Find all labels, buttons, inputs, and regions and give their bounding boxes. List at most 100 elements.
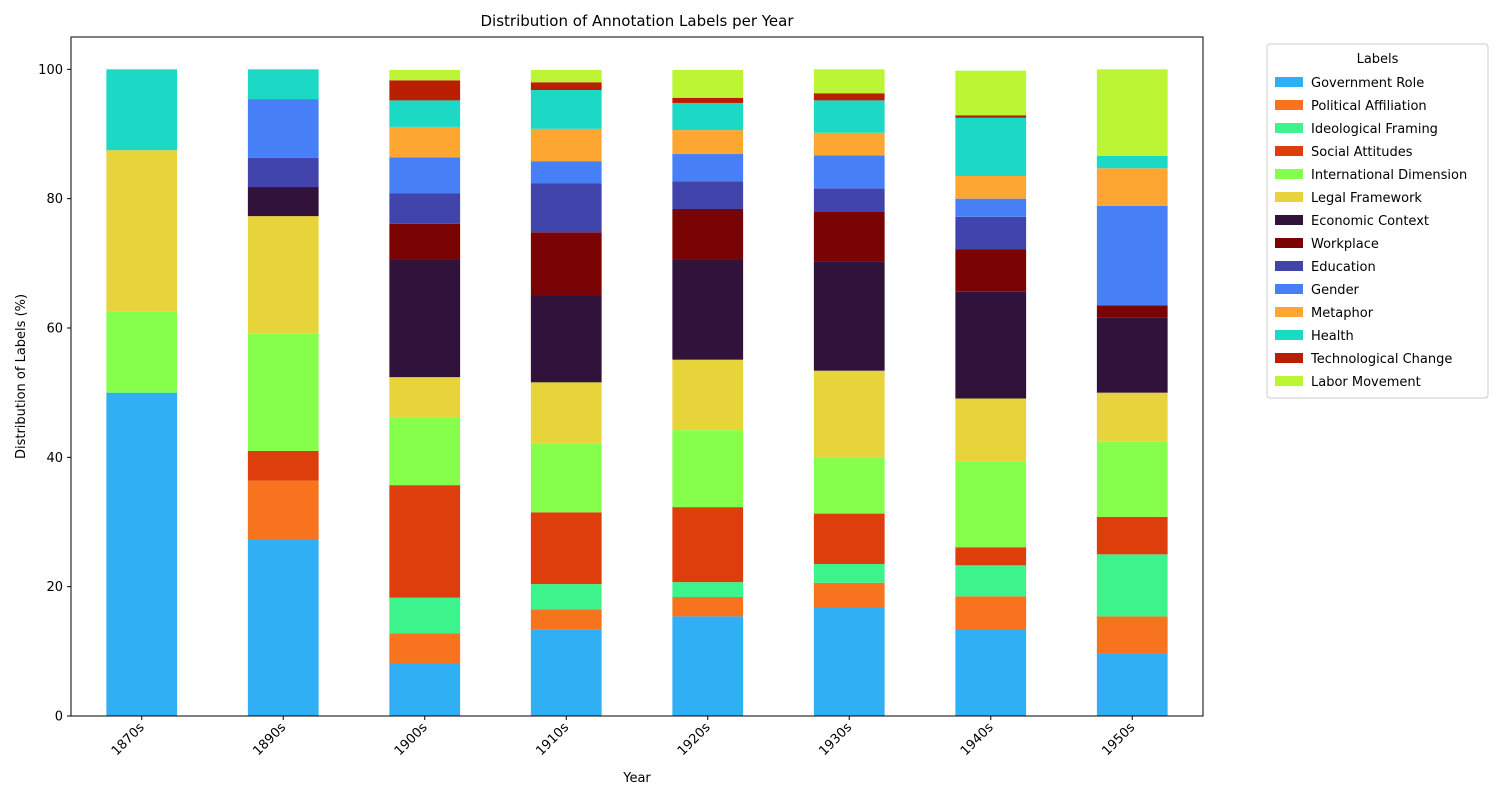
bar-segment bbox=[530, 609, 602, 630]
bar-segment bbox=[1096, 317, 1168, 393]
legend-label: Health bbox=[1311, 329, 1354, 344]
legend-items: Government Role Political Affiliation Ideo… bbox=[1275, 76, 1467, 390]
bar-segment bbox=[955, 461, 1027, 548]
bar-segment bbox=[247, 539, 319, 716]
bar-segment bbox=[672, 181, 744, 210]
bar-segment bbox=[106, 150, 178, 312]
axes-group: 0 20 40 60 80 100 1870s 1890s 1900s 1910s 1920s 193… bbox=[38, 36, 1204, 759]
bar-segment bbox=[813, 155, 885, 189]
bar-segment bbox=[955, 291, 1027, 399]
y-tick-label: 40 bbox=[46, 451, 63, 466]
bar-segment bbox=[247, 333, 319, 451]
plot-frame bbox=[70, 36, 1204, 717]
bar-segment bbox=[389, 485, 461, 598]
legend-label: Metaphor bbox=[1311, 306, 1374, 321]
bar-segment bbox=[530, 69, 602, 83]
legend-title: Labels bbox=[1357, 52, 1399, 67]
bar-segment bbox=[389, 377, 461, 418]
legend-label: Ideological Framing bbox=[1311, 122, 1438, 137]
bar-segment bbox=[1096, 205, 1168, 306]
bar-segment bbox=[530, 295, 602, 383]
y-tick-label: 60 bbox=[46, 322, 63, 337]
bar-segment bbox=[672, 507, 744, 583]
bar-segment bbox=[389, 80, 461, 101]
bar-segment bbox=[672, 259, 744, 360]
bar-segment bbox=[672, 582, 744, 598]
bar-segment bbox=[813, 370, 885, 458]
bar-segment bbox=[955, 547, 1027, 566]
bar-segment bbox=[672, 130, 744, 155]
bar-segment bbox=[530, 443, 602, 513]
legend-swatch bbox=[1275, 376, 1303, 386]
bar-segment bbox=[389, 597, 461, 634]
bar-segment bbox=[1096, 392, 1168, 442]
bar-segment bbox=[530, 128, 602, 162]
bar-segment bbox=[955, 176, 1027, 199]
bar-segment bbox=[106, 69, 178, 151]
bar-segment bbox=[955, 216, 1027, 250]
x-axis-title: Year bbox=[622, 771, 651, 786]
bar-segment bbox=[247, 480, 319, 540]
legend-swatch bbox=[1275, 261, 1303, 271]
legend-label: Economic Context bbox=[1311, 214, 1429, 229]
legend-swatch bbox=[1275, 192, 1303, 202]
bar-segment bbox=[672, 209, 744, 260]
bar-segment bbox=[389, 223, 461, 260]
bar-segment bbox=[955, 398, 1027, 462]
bar-segment bbox=[530, 584, 602, 610]
legend-swatch bbox=[1275, 284, 1303, 294]
x-tick-label: 1930s bbox=[816, 720, 855, 759]
bar-segment bbox=[672, 97, 744, 103]
x-tick-label: 1920s bbox=[675, 720, 714, 759]
bar-segment bbox=[813, 100, 885, 133]
bar-segment bbox=[1096, 441, 1168, 517]
bar-segment bbox=[813, 93, 885, 101]
bar-segment bbox=[389, 417, 461, 486]
x-tick-label: 1910s bbox=[533, 720, 572, 759]
bar-segment bbox=[389, 157, 461, 194]
y-tick-label: 20 bbox=[46, 580, 63, 595]
bar-segment bbox=[672, 616, 744, 716]
legend-label: Education bbox=[1311, 260, 1376, 275]
bar-segment bbox=[813, 261, 885, 371]
legend-swatch bbox=[1275, 215, 1303, 225]
bar-segment bbox=[530, 232, 602, 296]
bar-segment bbox=[672, 154, 744, 182]
bar-segment bbox=[813, 457, 885, 514]
bar-segment bbox=[955, 565, 1027, 597]
bar-segment bbox=[672, 597, 744, 617]
bar-segment bbox=[106, 392, 178, 716]
bar-segment bbox=[247, 69, 319, 100]
legend-label: Social Attitudes bbox=[1311, 145, 1413, 160]
bar-segment bbox=[389, 259, 461, 378]
bar-segment bbox=[530, 161, 602, 184]
bar-segment bbox=[1096, 516, 1168, 555]
bar-segment bbox=[247, 99, 319, 158]
bar-segment bbox=[955, 629, 1027, 716]
bar-segment bbox=[530, 82, 602, 91]
bar-segment bbox=[247, 157, 319, 188]
legend: Labels Government Role Political Affiliat… bbox=[1266, 43, 1489, 399]
legend-swatch bbox=[1275, 307, 1303, 317]
bars-group bbox=[106, 69, 1168, 716]
y-tick-label: 100 bbox=[38, 63, 63, 78]
bar-segment bbox=[1096, 554, 1168, 617]
x-tick-label: 1870s bbox=[109, 720, 148, 759]
bar-segment bbox=[389, 69, 461, 81]
legend-label: Political Affiliation bbox=[1311, 99, 1427, 114]
bar-segment bbox=[955, 70, 1027, 116]
bar-segment bbox=[813, 211, 885, 262]
bar-segment bbox=[813, 582, 885, 609]
bar-segment bbox=[1096, 616, 1168, 654]
legend-swatch bbox=[1275, 77, 1303, 87]
bar-segment bbox=[955, 596, 1027, 630]
bar-segment bbox=[813, 188, 885, 212]
bar-segment bbox=[389, 100, 461, 127]
bar-segment bbox=[389, 662, 461, 716]
bar-segment bbox=[530, 629, 602, 716]
bar-segment bbox=[1096, 305, 1168, 318]
bar-segment bbox=[530, 183, 602, 233]
bar-segment bbox=[530, 512, 602, 585]
bar-segment bbox=[389, 126, 461, 158]
